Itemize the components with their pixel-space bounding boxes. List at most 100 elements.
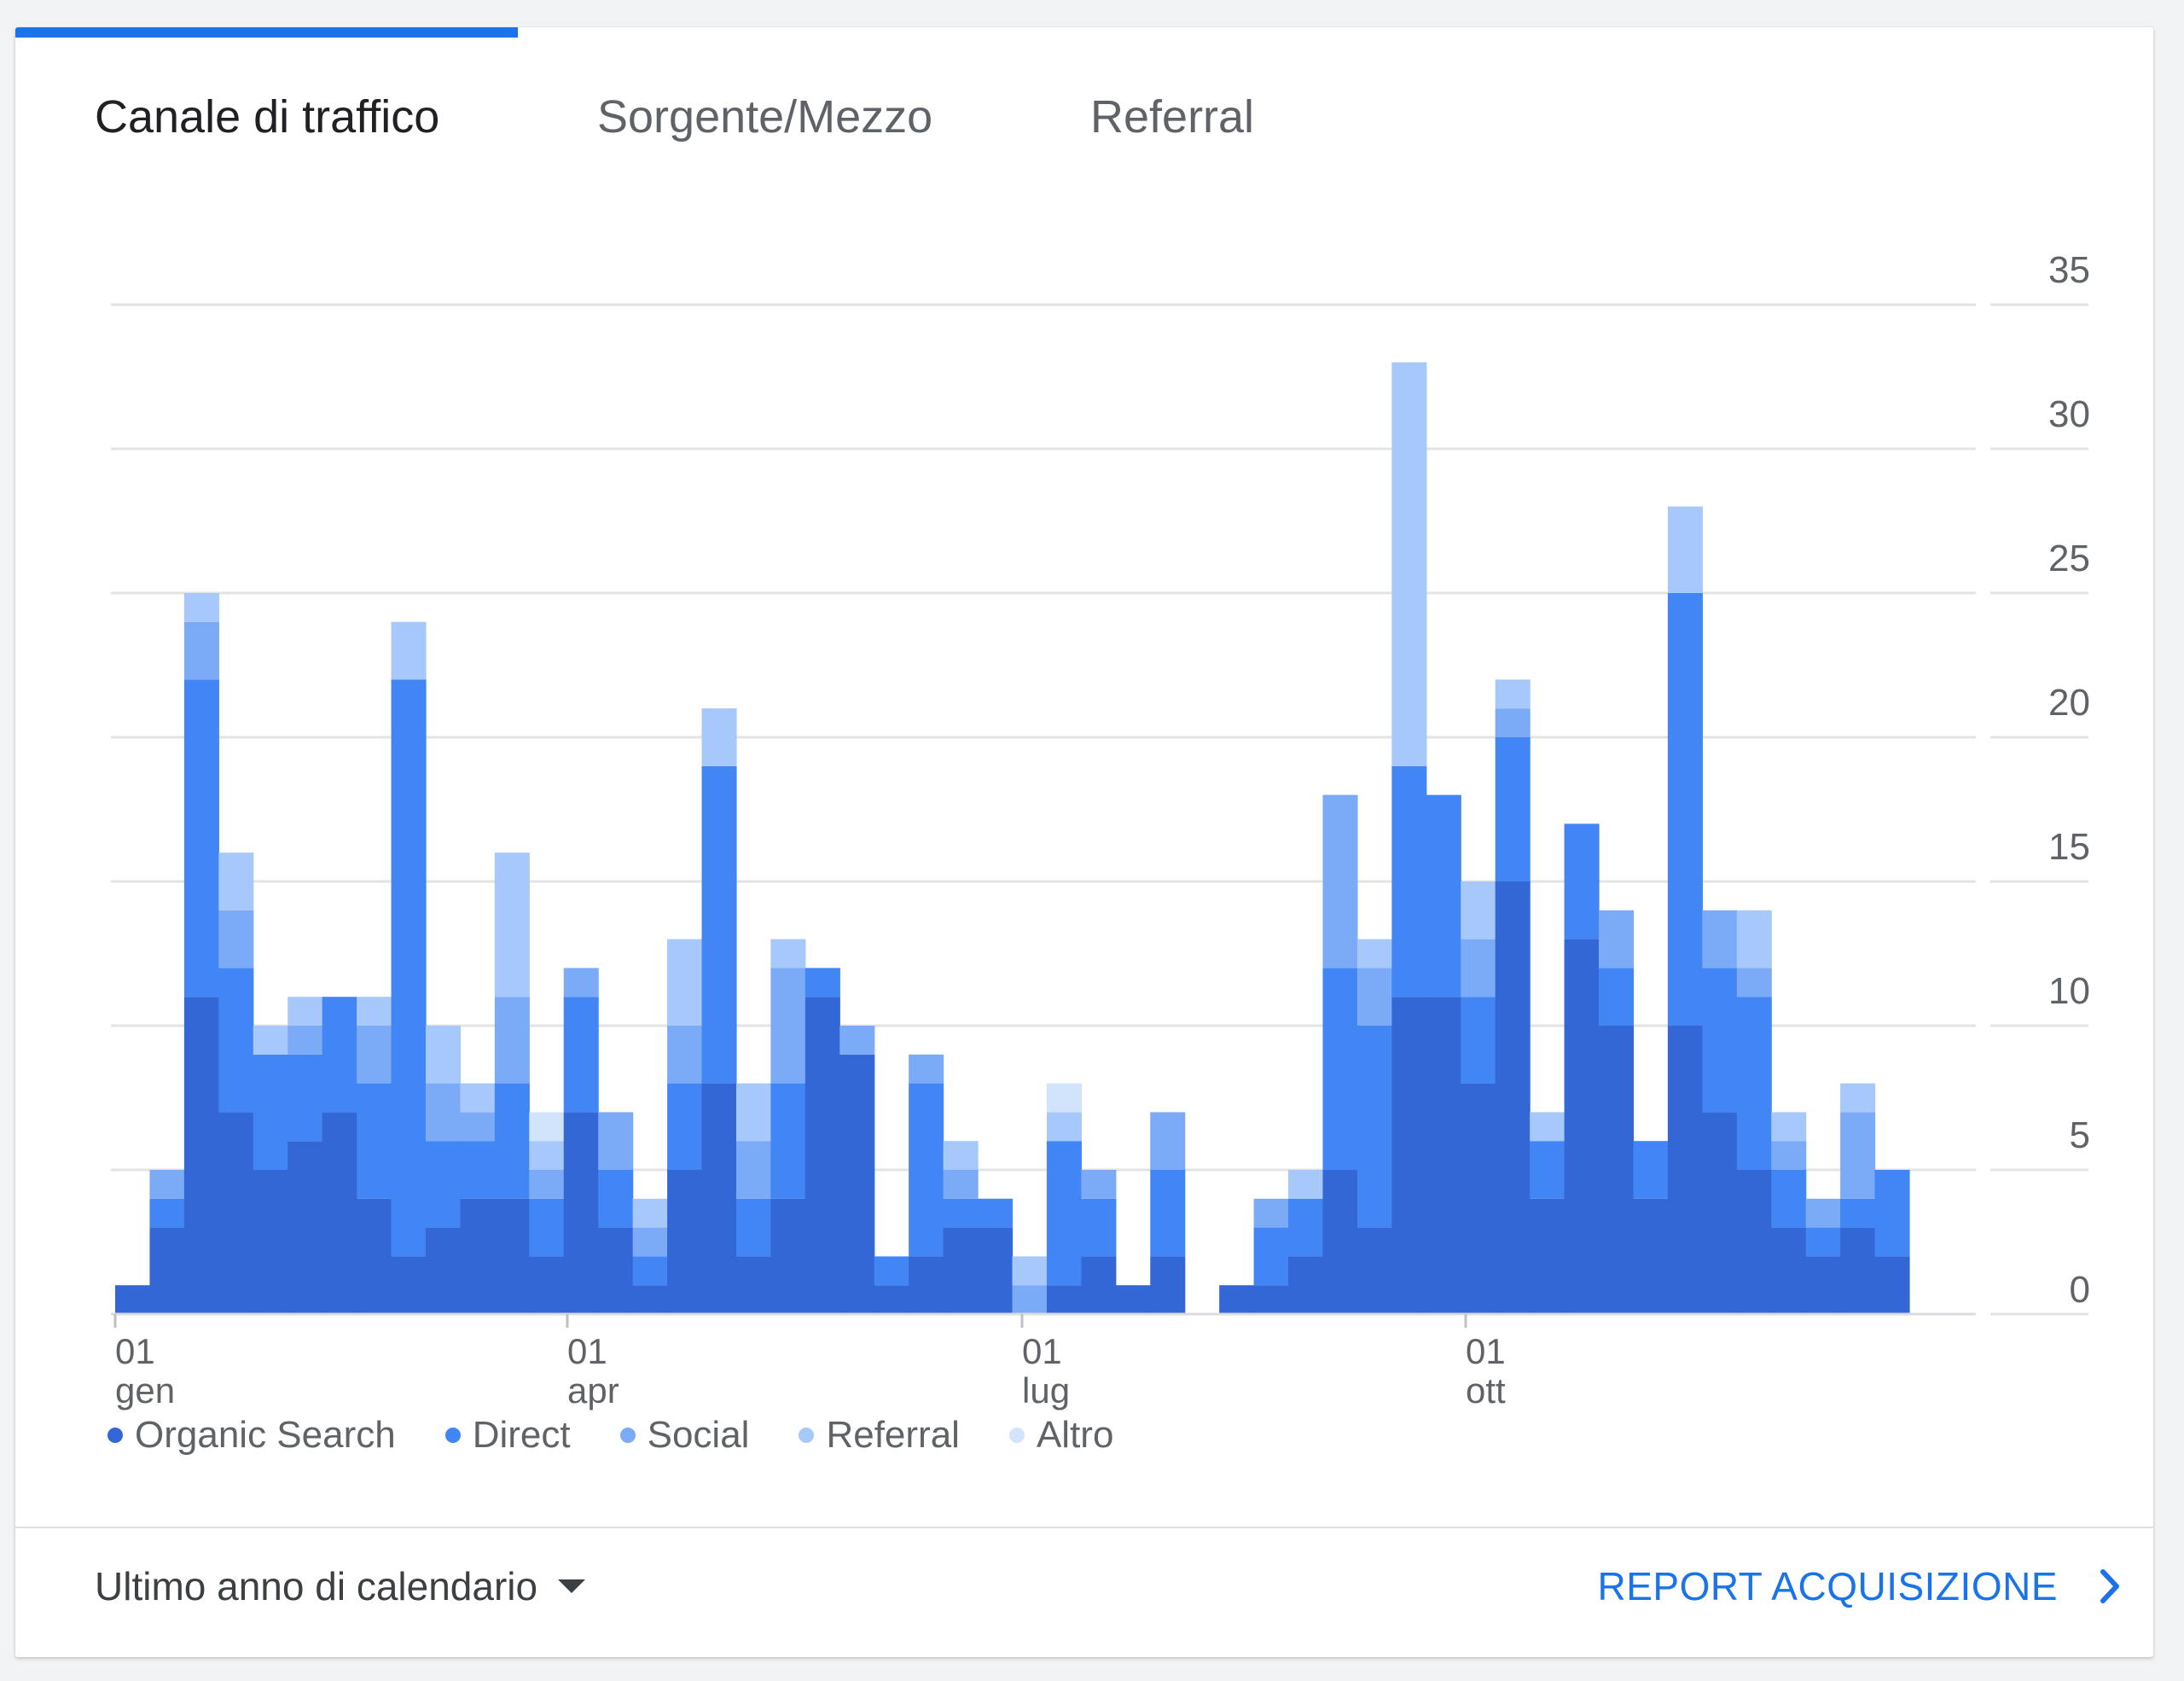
bar-segment[interactable]: [1495, 679, 1531, 709]
bar-segment[interactable]: [1322, 794, 1358, 968]
bar-segment[interactable]: [1046, 1285, 1082, 1314]
bar-segment[interactable]: [183, 621, 219, 680]
bar-segment[interactable]: [1771, 1170, 1807, 1228]
bar-segment[interactable]: [563, 997, 599, 1113]
bar-segment[interactable]: [1874, 1170, 1910, 1257]
bar-segment[interactable]: [839, 1026, 875, 1055]
bar-segment[interactable]: [253, 1170, 288, 1314]
bar-segment[interactable]: [1046, 1083, 1082, 1113]
bar-segment[interactable]: [529, 1170, 565, 1199]
bar-segment[interactable]: [632, 1285, 668, 1314]
bar-segment[interactable]: [1771, 1112, 1807, 1142]
bar-segment[interactable]: [1633, 1198, 1669, 1314]
bar-segment[interactable]: [425, 1083, 462, 1142]
bar-segment[interactable]: [1805, 1198, 1841, 1228]
bar-segment[interactable]: [978, 1227, 1014, 1314]
bar-segment[interactable]: [874, 1256, 909, 1286]
bar-segment[interactable]: [1771, 1141, 1807, 1170]
bar-segment[interactable]: [425, 1141, 462, 1228]
bar-segment[interactable]: [598, 1227, 634, 1314]
bar-segment[interactable]: [253, 1054, 288, 1170]
bar-segment[interactable]: [391, 679, 427, 1257]
bar-segment[interactable]: [115, 1285, 151, 1314]
bar-segment[interactable]: [1081, 1198, 1117, 1257]
bar-segment[interactable]: [598, 1112, 634, 1170]
bar-segment[interactable]: [218, 968, 254, 1113]
bar-segment[interactable]: [1046, 1141, 1082, 1286]
bar-segment[interactable]: [1736, 1170, 1772, 1314]
bar-segment[interactable]: [183, 679, 219, 998]
bar-segment[interactable]: [598, 1170, 634, 1228]
bar-segment[interactable]: [667, 1026, 703, 1084]
bar-segment[interactable]: [563, 968, 599, 998]
bar-segment[interactable]: [1391, 362, 1427, 766]
bar-segment[interactable]: [1356, 939, 1392, 968]
bar-segment[interactable]: [1219, 1285, 1255, 1314]
bar-segment[interactable]: [701, 708, 737, 766]
bar-segment[interactable]: [1702, 910, 1738, 968]
bar-segment[interactable]: [1805, 1227, 1841, 1257]
bar-segment[interactable]: [1599, 910, 1635, 968]
bar-segment[interactable]: [425, 1227, 462, 1314]
bar-segment[interactable]: [494, 852, 530, 998]
bar-segment[interactable]: [460, 1141, 496, 1199]
bar-segment[interactable]: [357, 997, 392, 1026]
bar-segment[interactable]: [1840, 1083, 1876, 1113]
bar-segment[interactable]: [1599, 1026, 1635, 1314]
bar-segment[interactable]: [1012, 1285, 1048, 1314]
bar-segment[interactable]: [770, 968, 806, 1084]
report-acquisizione-link[interactable]: REPORT ACQUISIZIONE: [1598, 1563, 2121, 1609]
bar-segment[interactable]: [770, 939, 806, 968]
bar-segment[interactable]: [770, 1083, 806, 1199]
bar-segment[interactable]: [1667, 506, 1703, 593]
bar-segment[interactable]: [1805, 1256, 1841, 1314]
bar-segment[interactable]: [701, 765, 737, 1084]
bar-segment[interactable]: [1288, 1256, 1324, 1314]
bar-segment[interactable]: [667, 939, 703, 1026]
bar-segment[interactable]: [253, 1026, 288, 1055]
tab-referral[interactable]: Referral: [1090, 91, 1255, 143]
bar-segment[interactable]: [183, 593, 219, 622]
bar-segment[interactable]: [632, 1198, 668, 1228]
bar-segment[interactable]: [1874, 1256, 1910, 1314]
bar-segment[interactable]: [1530, 1141, 1565, 1199]
bar-segment[interactable]: [1530, 1112, 1565, 1142]
bar-segment[interactable]: [735, 1083, 772, 1142]
bar-segment[interactable]: [460, 1083, 496, 1113]
bar-segment[interactable]: [1840, 1112, 1876, 1199]
bar-segment[interactable]: [1736, 910, 1772, 968]
bar-segment[interactable]: [804, 997, 840, 1314]
bar-segment[interactable]: [1461, 1083, 1496, 1314]
bar-segment[interactable]: [288, 1141, 323, 1314]
bar-segment[interactable]: [1288, 1198, 1324, 1257]
bar-segment[interactable]: [701, 1083, 737, 1314]
bar-segment[interactable]: [1667, 593, 1703, 1026]
bar-segment[interactable]: [1736, 968, 1772, 998]
bar-segment[interactable]: [1426, 794, 1461, 998]
bar-segment[interactable]: [1771, 1227, 1807, 1314]
bar-segment[interactable]: [563, 1112, 599, 1314]
bar-segment[interactable]: [1564, 823, 1600, 939]
bar-segment[interactable]: [1288, 1170, 1324, 1199]
bar-segment[interactable]: [943, 1227, 979, 1314]
bar-segment[interactable]: [149, 1227, 185, 1314]
bar-segment[interactable]: [1046, 1112, 1082, 1142]
bar-segment[interactable]: [1150, 1112, 1186, 1170]
bar-segment[interactable]: [1150, 1170, 1186, 1257]
bar-segment[interactable]: [1702, 1112, 1738, 1314]
bar-segment[interactable]: [1356, 968, 1392, 1026]
bar-segment[interactable]: [357, 1198, 392, 1314]
bar-segment[interactable]: [839, 1054, 875, 1314]
bar-segment[interactable]: [735, 1141, 772, 1199]
bar-segment[interactable]: [288, 1026, 323, 1055]
bar-segment[interactable]: [1426, 997, 1461, 1314]
bar-segment[interactable]: [735, 1198, 772, 1257]
bar-segment[interactable]: [322, 997, 357, 1113]
bar-segment[interactable]: [529, 1141, 565, 1170]
bar-segment[interactable]: [494, 997, 530, 1084]
bar-segment[interactable]: [494, 1083, 530, 1199]
bar-segment[interactable]: [770, 1198, 806, 1314]
bar-segment[interactable]: [529, 1256, 565, 1314]
tab-canale-di-traffico[interactable]: Canale di traffico: [95, 91, 440, 143]
bar-segment[interactable]: [149, 1198, 185, 1228]
